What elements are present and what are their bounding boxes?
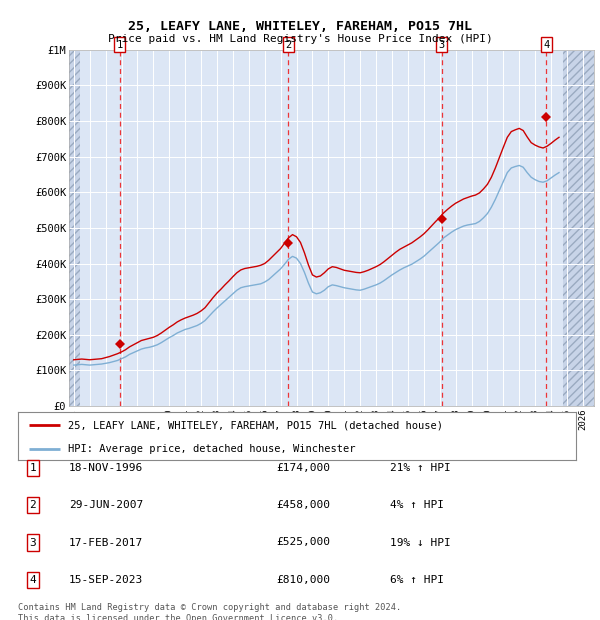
Text: 25, LEAFY LANE, WHITELEY, FAREHAM, PO15 7HL: 25, LEAFY LANE, WHITELEY, FAREHAM, PO15 … [128, 20, 472, 33]
Text: 2: 2 [285, 40, 292, 50]
Text: 4: 4 [29, 575, 37, 585]
Text: 25, LEAFY LANE, WHITELEY, FAREHAM, PO15 7HL (detached house): 25, LEAFY LANE, WHITELEY, FAREHAM, PO15 … [68, 420, 443, 430]
Text: 15-SEP-2023: 15-SEP-2023 [69, 575, 143, 585]
Text: 29-JUN-2007: 29-JUN-2007 [69, 500, 143, 510]
Text: 1: 1 [116, 40, 123, 50]
Text: 18-NOV-1996: 18-NOV-1996 [69, 463, 143, 473]
Text: This data is licensed under the Open Government Licence v3.0.: This data is licensed under the Open Gov… [18, 614, 338, 620]
Text: £525,000: £525,000 [276, 538, 330, 547]
Text: £810,000: £810,000 [276, 575, 330, 585]
Bar [563, 50, 594, 406]
Text: 2: 2 [29, 500, 37, 510]
Bar [69, 50, 80, 406]
Text: 17-FEB-2017: 17-FEB-2017 [69, 538, 143, 547]
Text: 1: 1 [29, 463, 37, 473]
Text: £458,000: £458,000 [276, 500, 330, 510]
Text: HPI: Average price, detached house, Winchester: HPI: Average price, detached house, Winc… [68, 445, 356, 454]
Bar [69, 50, 80, 406]
Text: 3: 3 [439, 40, 445, 50]
Text: Price paid vs. HM Land Registry's House Price Index (HPI): Price paid vs. HM Land Registry's House … [107, 34, 493, 44]
Text: 4: 4 [544, 40, 550, 50]
Text: 6% ↑ HPI: 6% ↑ HPI [390, 575, 444, 585]
Text: Contains HM Land Registry data © Crown copyright and database right 2024.: Contains HM Land Registry data © Crown c… [18, 603, 401, 612]
Text: 21% ↑ HPI: 21% ↑ HPI [390, 463, 451, 473]
Text: £174,000: £174,000 [276, 463, 330, 473]
Bar [563, 50, 594, 406]
Text: 3: 3 [29, 538, 37, 547]
Text: 4% ↑ HPI: 4% ↑ HPI [390, 500, 444, 510]
Text: 19% ↓ HPI: 19% ↓ HPI [390, 538, 451, 547]
